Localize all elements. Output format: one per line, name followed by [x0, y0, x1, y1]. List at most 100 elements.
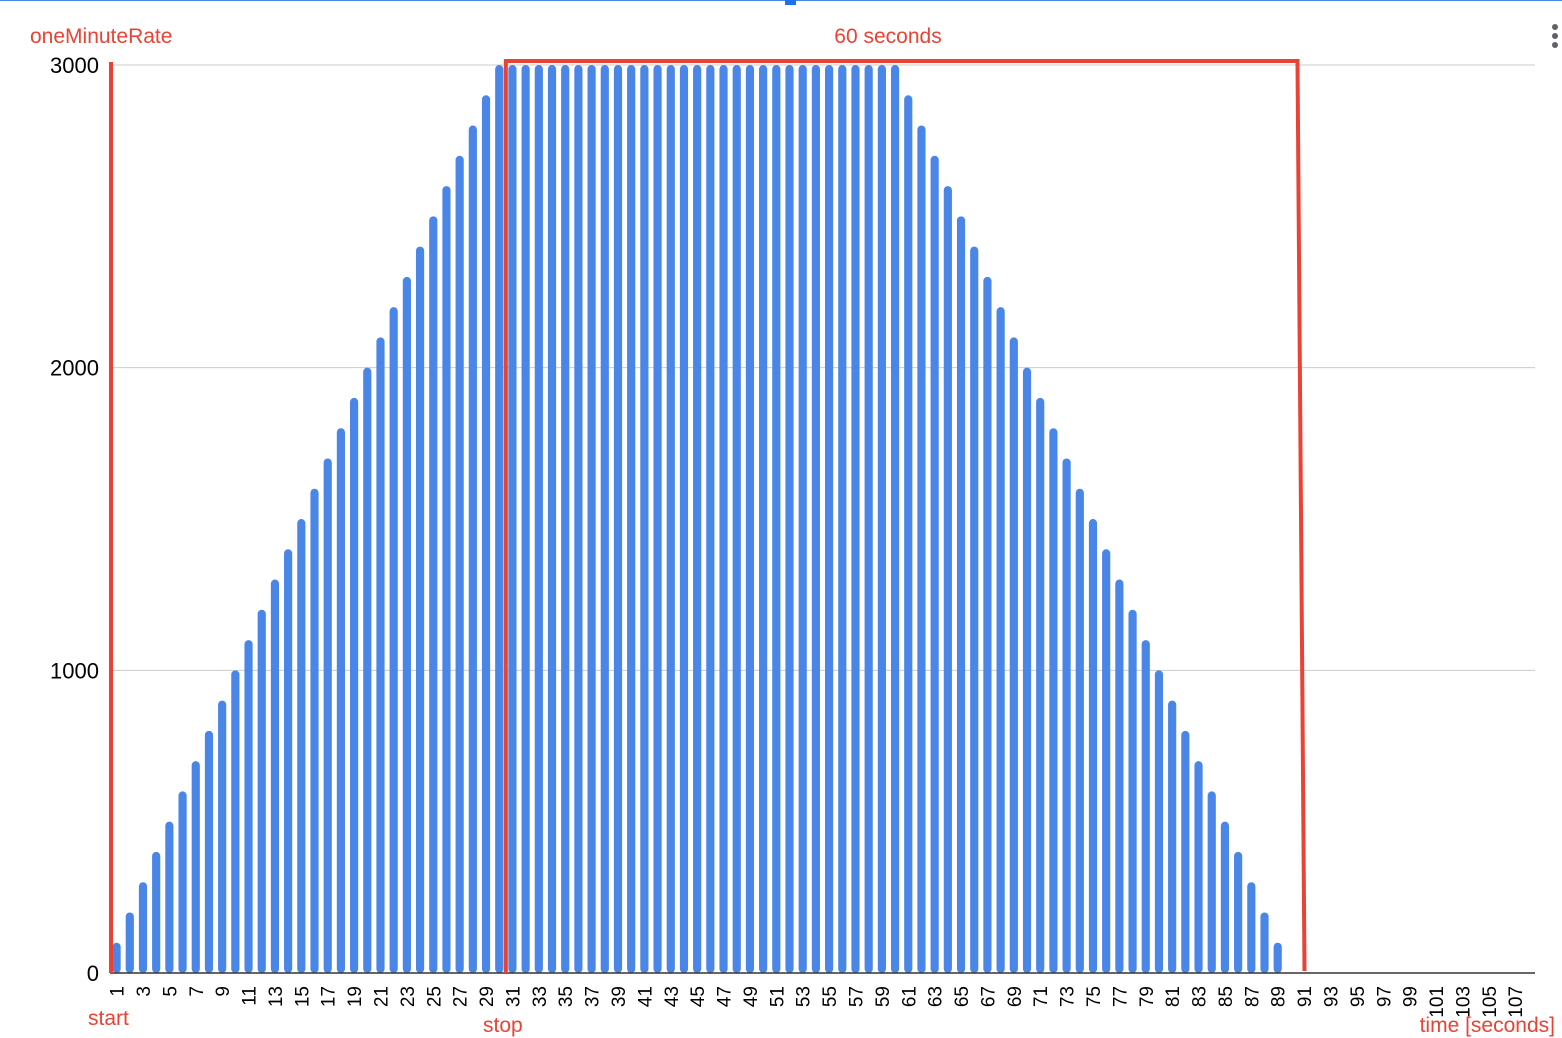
bar: [1247, 882, 1255, 973]
bar: [812, 65, 820, 973]
x-tick-label: 37: [583, 986, 604, 1007]
x-tick-label: 107: [1506, 986, 1527, 1018]
x-tick-label: 67: [978, 986, 999, 1007]
bar: [785, 65, 793, 973]
x-tick-label: 5: [160, 986, 181, 997]
x-tick-label: 85: [1216, 986, 1237, 1007]
x-tick-label: 51: [767, 986, 788, 1007]
x-tick-label: 1: [108, 986, 129, 997]
bar: [746, 65, 754, 973]
bar: [825, 65, 833, 973]
bar: [1089, 519, 1097, 973]
bar: [931, 156, 939, 973]
x-tick-label: 17: [319, 986, 340, 1007]
bar: [508, 65, 516, 973]
x-tick-label: 27: [451, 986, 472, 1007]
bar: [904, 95, 912, 973]
bar: [165, 822, 173, 973]
x-tick-label: 97: [1374, 986, 1395, 1007]
x-tick-label: 87: [1242, 986, 1263, 1007]
bar: [944, 186, 952, 973]
bar: [390, 307, 398, 973]
x-tick-label: 45: [688, 986, 709, 1007]
x-tick-label: 39: [609, 986, 630, 1007]
x-tick-label: 15: [292, 986, 313, 1007]
y-tick-label: 3000: [50, 53, 99, 78]
x-tick-label: 41: [635, 986, 656, 1007]
x-tick-label: 47: [715, 986, 736, 1007]
bar: [1274, 943, 1282, 973]
bar: [416, 247, 424, 973]
bar: [970, 247, 978, 973]
bar: [1260, 912, 1268, 973]
bar: [1142, 640, 1150, 973]
bar: [838, 65, 846, 973]
bar: [271, 580, 279, 973]
bar: [337, 428, 345, 973]
x-tick-label: 69: [1005, 986, 1026, 1007]
x-tick-label: 99: [1401, 986, 1422, 1007]
x-tick-label: 63: [926, 986, 947, 1007]
x-tick-label: 91: [1295, 986, 1316, 1007]
bar: [376, 337, 384, 973]
bar: [1181, 731, 1189, 973]
bar: [627, 65, 635, 973]
bar: [1221, 822, 1229, 973]
x-tick-label: 19: [345, 986, 366, 1007]
bar: [244, 640, 252, 973]
x-tick-label: 59: [873, 986, 894, 1007]
bar: [429, 216, 437, 973]
bar: [614, 65, 622, 973]
x-tick-label: 57: [846, 986, 867, 1007]
bar: [139, 882, 147, 973]
bar: [548, 65, 556, 973]
x-tick-label: 103: [1453, 986, 1474, 1018]
bar: [640, 65, 648, 973]
bar: [1128, 610, 1136, 973]
bar: [297, 519, 305, 973]
bar: [350, 398, 358, 973]
bar: [983, 277, 991, 973]
bar: [759, 65, 767, 973]
bar: [865, 65, 873, 973]
bar: [1208, 791, 1216, 973]
bar: [957, 216, 965, 973]
bar: [667, 65, 675, 973]
x-tick-label: 23: [398, 986, 419, 1007]
bar: [403, 277, 411, 973]
bar: [324, 458, 332, 973]
x-tick-label: 53: [794, 986, 815, 1007]
x-tick-label: 81: [1163, 986, 1184, 1007]
x-tick-label: 25: [424, 986, 445, 1007]
bar: [310, 489, 318, 973]
bar: [561, 65, 569, 973]
bar: [113, 943, 121, 973]
x-tick-label: 49: [741, 986, 762, 1007]
bar: [1049, 428, 1057, 973]
x-tick-label: 43: [662, 986, 683, 1007]
bar: [1115, 580, 1123, 973]
bar: [799, 65, 807, 973]
x-tick-label: 65: [952, 986, 973, 1007]
bar: [1194, 761, 1202, 973]
bar: [456, 156, 464, 973]
x-tick-label: 71: [1031, 986, 1052, 1007]
x-tick-label: 93: [1321, 986, 1342, 1007]
bar: [126, 912, 134, 973]
bar: [891, 65, 899, 973]
bar: [495, 65, 503, 973]
bar: [772, 65, 780, 973]
x-tick-label: 105: [1480, 986, 1501, 1018]
bar: [231, 670, 239, 973]
bar: [917, 126, 925, 973]
stop-label: stop: [483, 1014, 523, 1037]
x-tick-label: 31: [503, 986, 524, 1007]
bar: [1036, 398, 1044, 973]
bar: [205, 731, 213, 973]
x-tick-label: 55: [820, 986, 841, 1007]
x-tick-label: 79: [1137, 986, 1158, 1007]
bar: [653, 65, 661, 973]
x-tick-label: 73: [1058, 986, 1079, 1007]
bar: [1155, 670, 1163, 973]
x-tick-label: 89: [1269, 986, 1290, 1007]
